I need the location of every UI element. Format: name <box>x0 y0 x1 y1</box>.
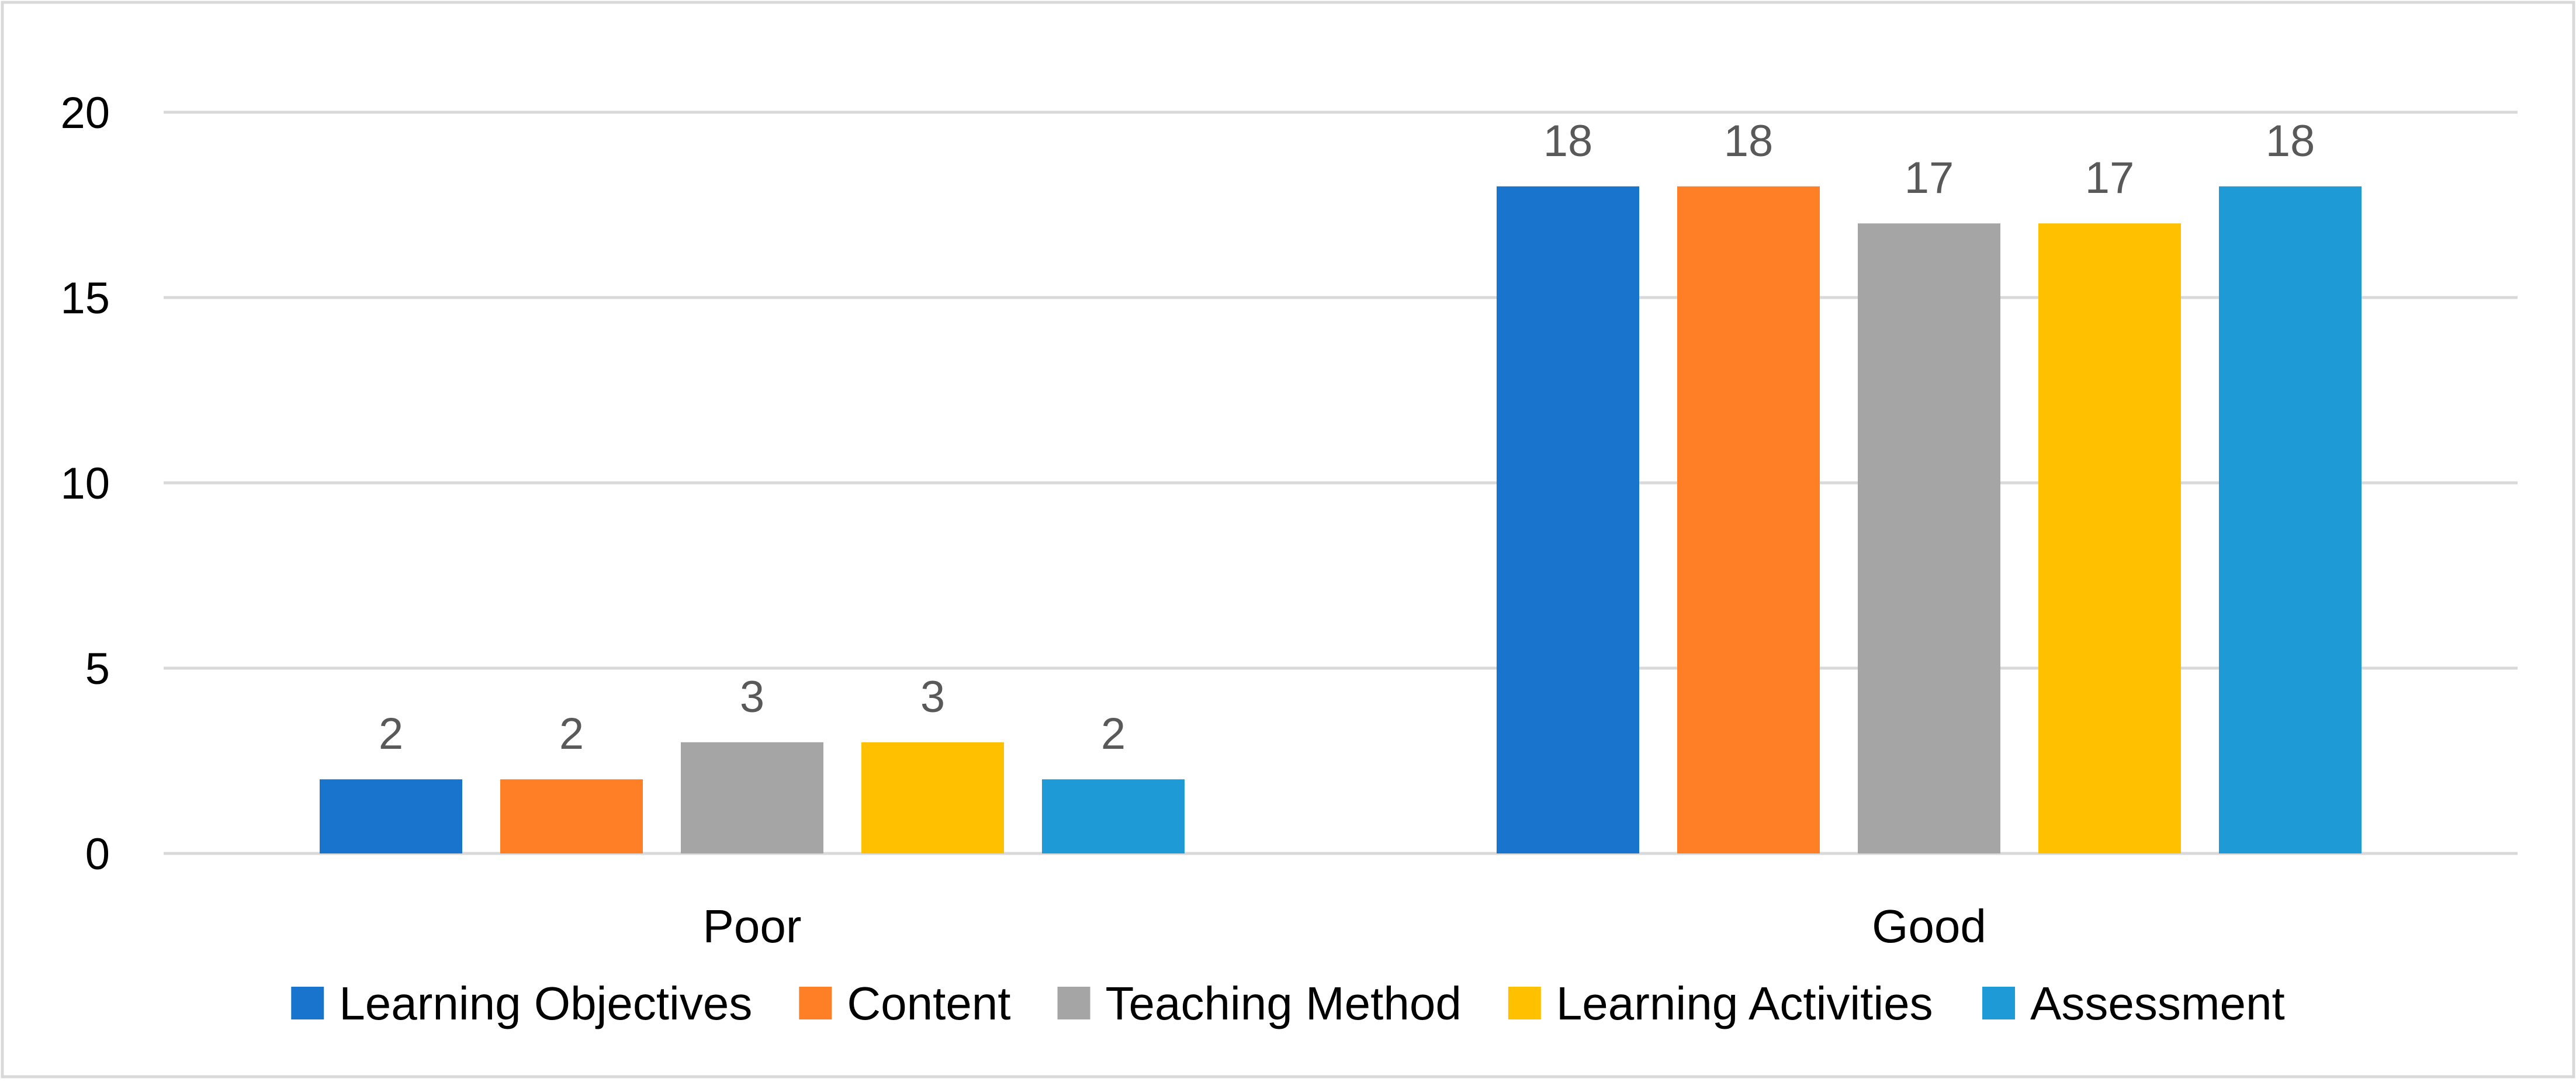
legend-swatch <box>1508 987 1541 1019</box>
legend-label: Content <box>847 977 1010 1029</box>
legend: Learning Objectives Content Teaching Metho… <box>291 977 2285 1029</box>
y-tick-label: 15 <box>60 274 110 323</box>
legend-label: Teaching Method <box>1106 977 1462 1029</box>
y-tick-label: 10 <box>60 459 110 509</box>
legend-swatch <box>1057 987 1090 1019</box>
data-label: 2 <box>559 709 584 759</box>
x-tick-label: Good <box>1872 900 1986 952</box>
legend-swatch <box>799 987 832 1019</box>
bar-learning-activities-good <box>2038 223 2181 854</box>
legend-item-learning-objectives: Learning Objectives <box>291 977 752 1029</box>
legend-item-content: Content <box>799 977 1011 1029</box>
bar-assessment-poor <box>1042 779 1185 853</box>
data-label: 2 <box>379 709 403 759</box>
legend-label: Learning Objectives <box>339 977 752 1029</box>
data-label: 18 <box>1543 116 1593 166</box>
bar-teaching-method-poor <box>681 742 823 853</box>
data-labels: 2 2 3 3 2 18 18 17 17 18 <box>379 116 2315 759</box>
data-label: 3 <box>740 672 764 722</box>
legend-item-assessment: Assessment <box>1982 977 2285 1029</box>
legend-swatch <box>291 987 324 1019</box>
data-label: 2 <box>1101 709 1126 759</box>
legend-label: Assessment <box>2030 977 2285 1029</box>
bars <box>320 186 2362 854</box>
legend-swatch <box>1982 987 2016 1019</box>
y-tick-label: 0 <box>85 829 110 879</box>
data-label: 3 <box>920 672 945 722</box>
legend-item-learning-activities: Learning Activities <box>1508 977 1933 1029</box>
data-label: 18 <box>1724 116 1774 166</box>
y-tick-label: 5 <box>85 644 110 694</box>
y-tick-label: 20 <box>60 88 110 138</box>
legend-label: Learning Activities <box>1556 977 1933 1029</box>
legend-item-teaching-method: Teaching Method <box>1057 977 1462 1029</box>
bar-learning-objectives-good <box>1497 186 1639 853</box>
x-tick-label: Poor <box>703 900 802 952</box>
bar-teaching-method-good <box>1858 223 2000 854</box>
bar-content-good <box>1677 186 1820 853</box>
bar-learning-objectives-poor <box>320 779 462 853</box>
data-label: 18 <box>2266 116 2315 166</box>
data-label: 17 <box>1905 153 1954 203</box>
bar-assessment-good <box>2219 186 2362 853</box>
data-label: 17 <box>2085 153 2135 203</box>
bar-content-poor <box>500 779 643 853</box>
y-axis-ticks: 0 5 10 15 20 <box>60 88 110 879</box>
x-axis-ticks: Poor Good <box>703 900 1986 952</box>
bar-learning-activities-poor <box>861 742 1004 853</box>
